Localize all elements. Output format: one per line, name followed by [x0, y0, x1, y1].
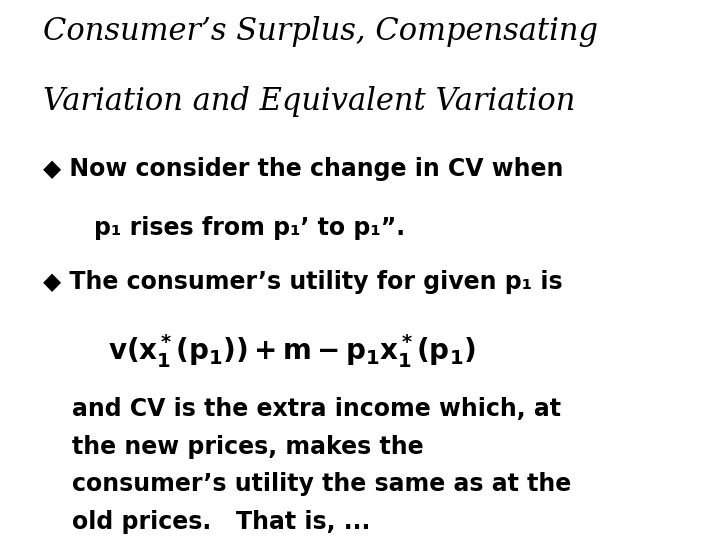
- Text: consumer’s utility the same as at the: consumer’s utility the same as at the: [72, 472, 571, 496]
- Text: p₁ rises from p₁’ to p₁”.: p₁ rises from p₁’ to p₁”.: [94, 216, 405, 240]
- Text: old prices.   That is, ...: old prices. That is, ...: [72, 510, 370, 534]
- Text: Variation and Equivalent Variation: Variation and Equivalent Variation: [43, 86, 575, 117]
- Text: the new prices, makes the: the new prices, makes the: [72, 435, 423, 458]
- Text: $\mathbf{v(x_1^*(p_1))+m-p_1x_1^*(p_1)}$: $\mathbf{v(x_1^*(p_1))+m-p_1x_1^*(p_1)}$: [108, 332, 476, 370]
- Text: Consumer’s Surplus, Compensating: Consumer’s Surplus, Compensating: [43, 16, 598, 47]
- Text: ◆ The consumer’s utility for given p₁ is: ◆ The consumer’s utility for given p₁ is: [43, 270, 563, 294]
- Text: ◆ Now consider the change in CV when: ◆ Now consider the change in CV when: [43, 157, 564, 180]
- Text: and CV is the extra income which, at: and CV is the extra income which, at: [72, 397, 561, 421]
